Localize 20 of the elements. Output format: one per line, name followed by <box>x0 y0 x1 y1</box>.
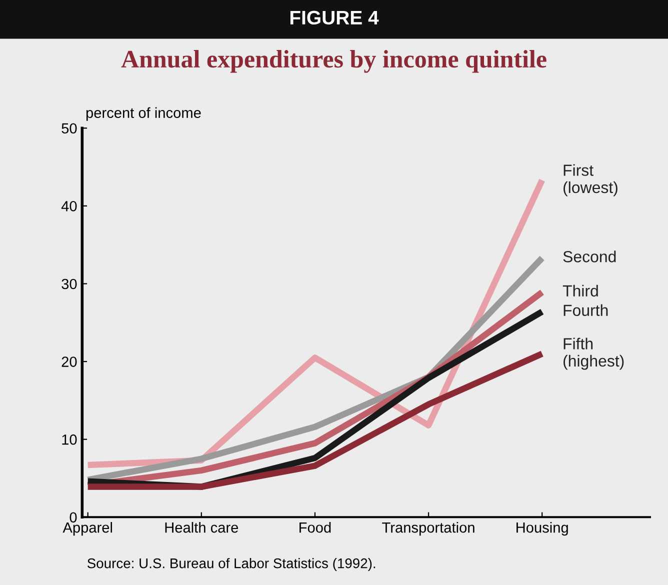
series-label: Third <box>562 284 598 297</box>
series-label: First (lowest) <box>564 164 618 196</box>
chart-subtitle: FIGURE 4 <box>290 10 379 25</box>
x-tick-label: Apparel <box>62 522 112 536</box>
x-tick-label: Health care <box>165 522 238 533</box>
source-note: Source: U.S. Bureau of Labor Statistics (1992). <box>87 558 376 571</box>
y-axis-title: percent of income <box>86 107 201 121</box>
series-label: Fourth <box>564 304 608 316</box>
y-tick-label: 0 <box>70 512 77 523</box>
x-tick-label: Housing <box>516 522 568 536</box>
series-label: Second <box>563 250 616 262</box>
x-tick-label: Transportation <box>382 522 474 536</box>
y-tick-label: 50 <box>62 123 77 134</box>
chart-title: Annual expenditures by income quintile <box>121 50 546 73</box>
y-tick-label: 10 <box>62 434 77 445</box>
x-tick-label: Food <box>300 522 331 533</box>
y-tick-label: 20 <box>62 356 77 367</box>
y-tick-label: 30 <box>62 278 77 290</box>
series-label: Fifth (highest) <box>564 338 624 370</box>
y-tick-label: 40 <box>61 201 77 212</box>
